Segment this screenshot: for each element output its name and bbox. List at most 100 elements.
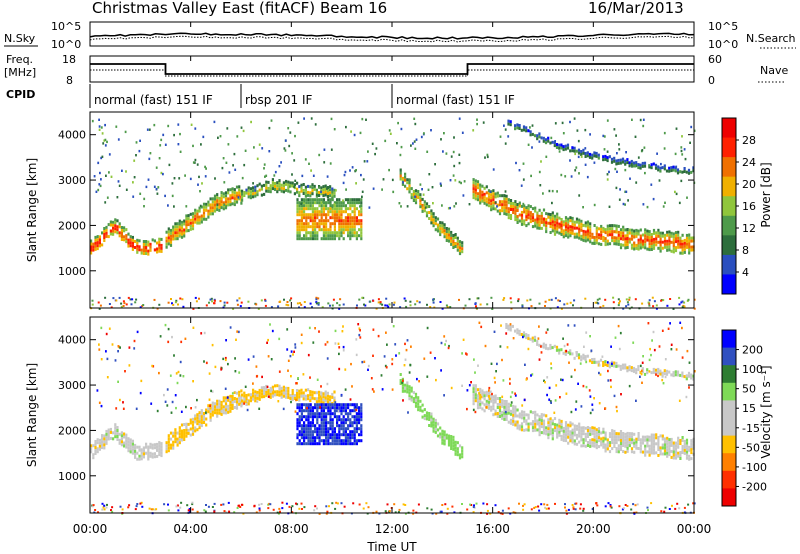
heatmap-cell [498,409,502,412]
heatmap-cell [399,382,402,385]
heatmap-cell [516,218,519,221]
heatmap-cell [415,138,418,141]
x-tick-label: 12:00 [375,522,410,536]
heatmap-cell [96,247,99,251]
heatmap-cell [189,227,192,231]
heatmap-cell [309,213,312,217]
heatmap-cell [523,503,526,506]
heatmap-cell [311,204,314,208]
heatmap-cell [558,300,561,302]
heatmap-cell [153,248,156,252]
heatmap-cell [531,207,535,211]
heatmap-cell [589,237,592,241]
heatmap-cell [454,446,457,450]
heatmap-cell [331,204,334,208]
heatmap-cell [606,447,609,451]
heatmap-cell [329,412,332,416]
heatmap-cell [578,431,581,435]
heatmap-cell [347,231,350,235]
cpid-segments: normal (fast) 151 IF rbsp 201 IF normal (f… [89,84,515,108]
heatmap-cell [509,123,512,127]
heatmap-cell [450,444,453,447]
heatmap-cell [567,235,570,239]
heatmap-cell [661,234,664,238]
heatmap-cell [436,229,440,233]
colorbar-segment [722,215,736,236]
heatmap-cell [211,203,214,207]
heatmap-cell [608,435,612,439]
heatmap-cell [329,406,332,410]
heatmap-cell [613,236,616,240]
heatmap-cell [439,227,442,231]
heatmap-cell [615,159,618,163]
heatmap-cell [327,237,330,241]
heatmap-cell [131,439,134,443]
heatmap-cell [685,233,689,237]
heatmap-cell [681,439,684,442]
heatmap-cell [492,401,495,405]
heatmap-cell [584,444,587,448]
heatmap-cell [355,198,358,202]
colorbar-tick-label: -15 [742,422,760,435]
heatmap-cell [441,441,444,445]
heatmap-cell [624,435,627,439]
heatmap-cell [123,238,126,242]
heatmap-cell [360,228,363,232]
heatmap-cell [92,248,95,252]
heatmap-cell [296,228,299,232]
heatmap-cell [270,306,273,309]
heatmap-cell [551,140,554,144]
heatmap-cell [194,296,197,299]
heatmap-cell [358,427,361,431]
heatmap-cell [120,232,123,235]
heatmap-cell [659,369,662,373]
heatmap-cell [338,204,341,208]
heatmap-cell [499,345,502,348]
heatmap-cell [127,446,130,450]
heatmap-cell [240,389,243,393]
heatmap-cell [311,439,314,443]
heatmap-cell [551,422,554,426]
heatmap-cell [318,201,321,205]
heatmap-cell [635,399,637,402]
heatmap-cell [200,220,203,224]
heatmap-cell [196,163,199,166]
heatmap-cell [114,432,117,436]
heatmap-cell [606,239,609,243]
heatmap-cell [324,396,327,400]
heatmap-cell [234,370,237,373]
noise-right-tick-high: 10^5 [708,20,738,33]
heatmap-cell [534,224,537,228]
heatmap-cell [160,171,163,175]
heatmap-cell [300,394,303,398]
heatmap-cell [421,197,424,201]
heatmap-cell [315,191,318,195]
heatmap-cell [492,195,495,199]
heatmap-cell [672,371,675,375]
heatmap-cell [149,242,152,246]
heatmap-cell [296,222,299,226]
heatmap-cell [249,190,252,194]
heatmap-cell [657,168,660,172]
heatmap-cell [344,216,347,220]
heatmap-cell [450,233,453,237]
heatmap-cell [329,185,332,189]
heatmap-cell [283,147,286,150]
heatmap-cell [94,244,97,248]
colorbar-segment [722,274,736,295]
heatmap-cell [294,343,297,346]
heatmap-cell [103,233,106,236]
heatmap-cell [655,373,657,376]
heatmap-cell [611,230,614,234]
heatmap-cell [322,200,325,203]
heatmap-cell [591,426,594,430]
heatmap-cell [648,248,651,252]
heatmap-cell [619,246,623,250]
heatmap-cell [404,184,407,188]
heatmap-cell [615,438,618,442]
heatmap-cell [480,395,483,399]
heatmap-cell [175,406,177,410]
heatmap-cell [357,323,360,326]
heatmap-cell [429,351,432,354]
heatmap-cell [296,213,299,217]
